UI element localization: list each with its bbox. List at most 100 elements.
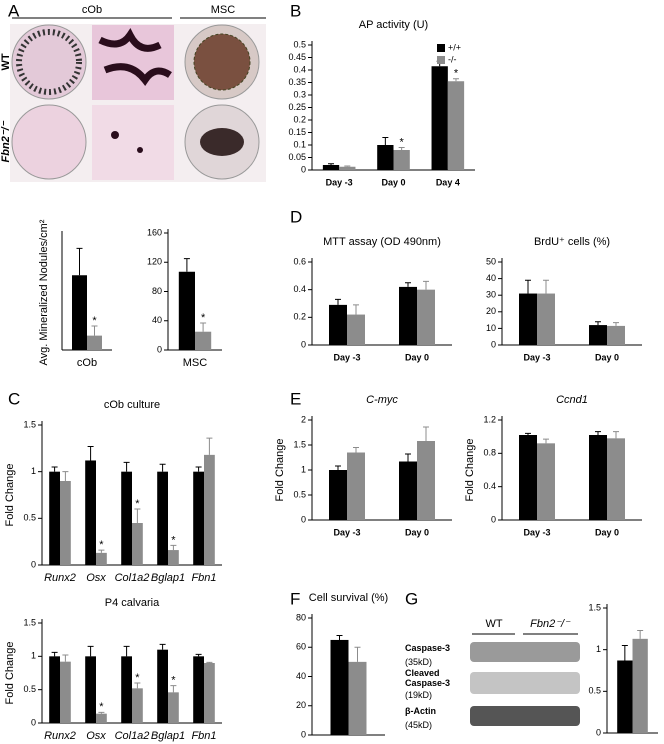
error-bar [543, 279, 549, 294]
chart-title: P4 calvaria [105, 597, 160, 609]
bar [617, 660, 633, 733]
group-label: WT [485, 618, 502, 630]
y-tick-label: 0 [301, 514, 306, 524]
error-bar [123, 645, 130, 657]
bar [195, 331, 212, 350]
bar [519, 293, 537, 345]
error-bar [183, 258, 190, 272]
error-bar [344, 165, 351, 167]
error-bar [170, 544, 177, 551]
photo [11, 104, 87, 180]
bar [168, 550, 179, 565]
bar [121, 471, 132, 565]
error-bar [123, 461, 130, 472]
photo [200, 128, 244, 156]
bar [204, 663, 215, 723]
x-tick-label: Day 0 [405, 527, 429, 537]
error-bar [525, 432, 531, 435]
bar [377, 145, 394, 170]
blot-size: (45kD) [405, 720, 433, 730]
y-tick-label: 0 [31, 717, 36, 727]
panel-letter: A [8, 1, 20, 20]
group-label: Fbn2⁻/⁻ [530, 618, 571, 630]
y-tick-label: 0 [301, 729, 306, 739]
x-tick-label: Day -3 [523, 527, 550, 537]
x-tick-label: Day -3 [333, 527, 360, 537]
y-tick-label: 10 [486, 323, 496, 333]
row-label: WT [0, 53, 12, 70]
bar [178, 271, 195, 350]
y-axis-label: Fold Change [4, 642, 16, 705]
error-bar [91, 325, 98, 336]
error-bar [595, 431, 601, 435]
y-tick-label: 1.5 [588, 602, 601, 612]
y-tick-label: 0.15 [288, 127, 306, 137]
error-bar [87, 445, 94, 461]
blot-band [470, 706, 580, 726]
bar [537, 443, 555, 520]
y-tick-label: 80 [296, 612, 306, 622]
bar [607, 438, 625, 520]
bar [329, 304, 347, 345]
error-bar [134, 508, 141, 523]
y-tick-label: 1 [301, 464, 306, 474]
y-tick-label: 0.5 [293, 489, 306, 499]
bar [348, 661, 367, 735]
x-tick-label: Day 4 [436, 177, 460, 187]
bar [121, 656, 132, 723]
bar [87, 335, 102, 350]
x-tick-label: Day 0 [595, 527, 619, 537]
x-tick-label: Day 0 [595, 352, 619, 362]
x-tick-label: Fbn1 [191, 730, 216, 742]
bar [347, 314, 365, 345]
bar [330, 639, 349, 735]
y-tick-label: 1.5 [23, 419, 36, 429]
blot-size: (19kD) [405, 690, 433, 700]
x-tick-label: Osx [86, 730, 106, 742]
error-bar [637, 630, 644, 639]
error-bar [613, 322, 619, 326]
error-bar [525, 279, 531, 294]
y-tick-label: 0 [491, 514, 496, 524]
chart-title: cOb culture [104, 399, 160, 411]
significance-mark: * [99, 539, 104, 551]
column-label: MSC [211, 4, 236, 16]
error-bar [51, 651, 58, 657]
bar [322, 165, 340, 170]
error-bar [159, 643, 166, 650]
error-bar [98, 549, 105, 553]
bar [72, 275, 87, 350]
panel-letter: D [290, 207, 302, 226]
y-tick-label: 0.1 [293, 139, 306, 149]
y-axis-label: Fold Change [464, 439, 476, 502]
panel-letter: F [290, 589, 300, 608]
legend-label: +/+ [448, 42, 461, 52]
x-tick-label: MSC [183, 357, 208, 369]
blot-band [470, 672, 580, 694]
x-tick-label: Day 0 [405, 352, 429, 362]
y-tick-label: 80 [152, 286, 162, 296]
y-axis-label: Fold Change [4, 464, 16, 527]
significance-mark: * [135, 498, 140, 510]
x-tick-label: Bglap1 [151, 572, 185, 584]
y-tick-label: 0.5 [293, 39, 306, 49]
error-bar [62, 471, 69, 481]
y-tick-label: 0 [301, 339, 306, 349]
column-label: cOb [82, 4, 102, 16]
significance-mark: * [201, 312, 206, 324]
bar [132, 688, 143, 723]
x-tick-label: Fbn1 [191, 572, 216, 584]
error-bar [405, 282, 411, 287]
bar [417, 441, 435, 520]
y-tick-label: 1.5 [293, 439, 306, 449]
significance-mark: * [171, 534, 176, 546]
bar [204, 454, 215, 565]
y-tick-label: 1.5 [23, 617, 36, 627]
y-axis-label: Fold Change [274, 439, 286, 502]
blot-label: Caspase-3 [405, 643, 451, 653]
bar [339, 166, 356, 170]
y-tick-label: 0.5 [23, 513, 36, 523]
error-bar [335, 465, 341, 470]
panel-letter: B [290, 1, 301, 20]
